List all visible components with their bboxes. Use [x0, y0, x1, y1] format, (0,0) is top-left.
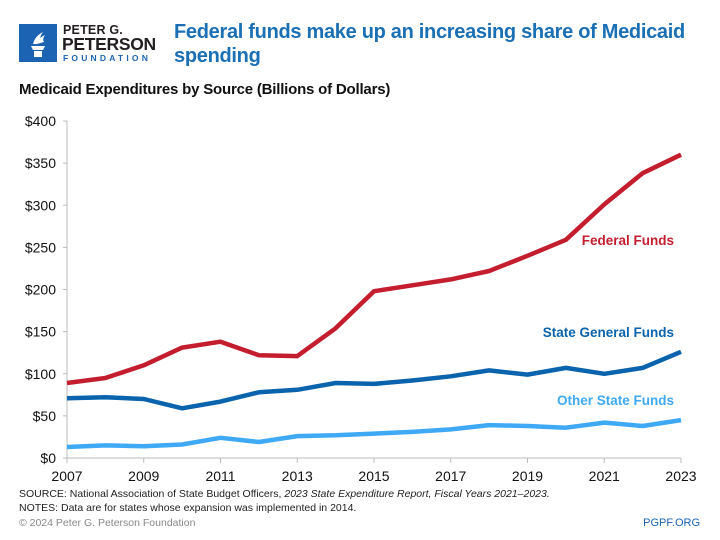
site-link[interactable]: PGPF.ORG: [643, 517, 700, 529]
peterson-foundation-logo: PETER G. PETERSON FOUNDATION: [19, 23, 157, 64]
series-label: Other State Funds: [557, 393, 674, 408]
y-tick-label: $100: [25, 366, 56, 382]
y-tick-label: $250: [25, 239, 56, 255]
x-tick-label: 2015: [358, 468, 389, 484]
chart-subtitle: Medicaid Expenditures by Source (Billion…: [19, 81, 391, 98]
logo-line3: FOUNDATION: [63, 53, 152, 63]
torch-icon: [19, 24, 57, 62]
y-tick-label: $150: [25, 324, 56, 340]
series-label: State General Funds: [543, 325, 674, 340]
x-tick-label: 2017: [435, 468, 466, 484]
y-tick-label: $400: [25, 113, 56, 129]
series-label: Federal Funds: [582, 233, 674, 248]
y-tick-label: $0: [40, 450, 56, 466]
x-tick-label: 2011: [205, 468, 235, 484]
y-tick-label: $350: [25, 155, 56, 171]
x-tick-label: 2023: [665, 468, 696, 484]
y-tick-label: $200: [25, 282, 56, 298]
y-tick-label: $300: [25, 197, 56, 213]
notes-text: NOTES: Data are for states whose expansi…: [19, 502, 357, 514]
x-tick-label: 2007: [51, 468, 82, 484]
x-tick-label: 2013: [282, 468, 313, 484]
chart-title: Federal funds make up an increasing shar…: [174, 21, 685, 67]
source-note: SOURCE: National Association of State Bu…: [19, 488, 550, 500]
source-text: SOURCE: National Association of State Bu…: [19, 488, 285, 500]
logo-line1: PETER G.: [63, 23, 123, 37]
logo-line2: PETERSON: [62, 34, 156, 54]
x-tick-label: 2009: [128, 468, 159, 484]
y-tick-label: $50: [33, 408, 57, 424]
series-line-federal-funds: [66, 152, 682, 386]
source-report: 2023 State Expenditure Report, Fiscal Ye…: [284, 488, 550, 500]
x-tick-label: 2021: [589, 468, 620, 484]
copyright-text: © 2024 Peter G. Peterson Foundation: [19, 517, 196, 529]
x-tick-label: 2019: [512, 468, 543, 484]
